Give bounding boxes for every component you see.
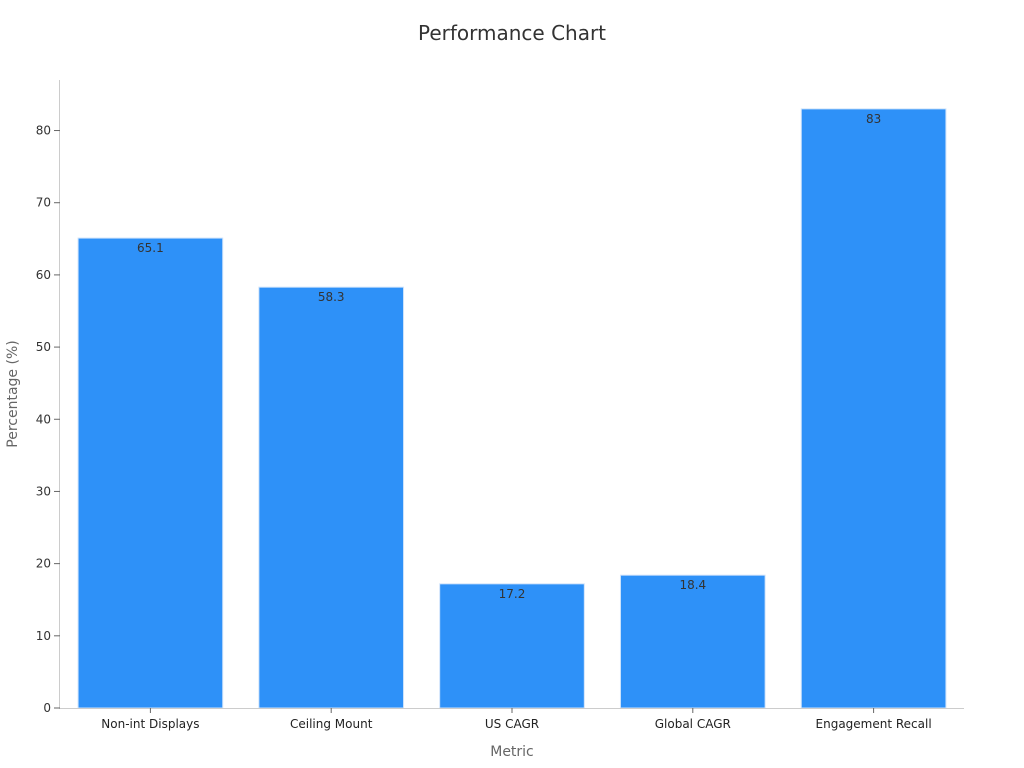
y-tick-label: 40 bbox=[36, 412, 51, 426]
x-tick-label: US CAGR bbox=[485, 717, 539, 731]
x-tick-label: Non-int Displays bbox=[101, 717, 199, 731]
data-label: 58.3 bbox=[318, 290, 345, 304]
y-tick-label: 70 bbox=[36, 196, 51, 210]
data-label: 65.1 bbox=[137, 241, 164, 255]
data-label: 17.2 bbox=[499, 587, 526, 601]
bar bbox=[258, 286, 405, 709]
data-label: 18.4 bbox=[679, 578, 706, 592]
y-tick-label: 10 bbox=[36, 629, 51, 643]
y-axis-ticks: 0 10 20 30 40 50 60 70 80 bbox=[36, 124, 60, 715]
x-tick-label: Ceiling Mount bbox=[290, 717, 373, 731]
y-tick-label: 80 bbox=[36, 124, 51, 138]
y-tick-label: 60 bbox=[36, 268, 51, 282]
y-tick-label: 20 bbox=[36, 557, 51, 571]
x-tick-label: Global CAGR bbox=[655, 717, 731, 731]
bar bbox=[619, 574, 766, 709]
data-label: 83 bbox=[866, 112, 881, 126]
x-tick-label: Engagement Recall bbox=[816, 717, 932, 731]
bar bbox=[77, 237, 224, 709]
x-axis-title: Metric bbox=[490, 744, 534, 760]
data-label-group: 65.1 58.3 17.2 18.4 83 bbox=[137, 112, 881, 601]
y-tick-label: 50 bbox=[36, 340, 51, 354]
y-tick-label: 30 bbox=[36, 484, 51, 498]
y-tick-label: 0 bbox=[43, 701, 51, 715]
bar-group bbox=[77, 108, 947, 709]
x-axis-ticks: Non-int Displays Ceiling Mount US CAGR Glob… bbox=[101, 708, 932, 731]
bar bbox=[800, 108, 947, 709]
y-axis-title: Percentage (%) bbox=[5, 340, 21, 447]
chart-title: Performance Chart bbox=[418, 21, 606, 45]
bar bbox=[439, 583, 585, 709]
